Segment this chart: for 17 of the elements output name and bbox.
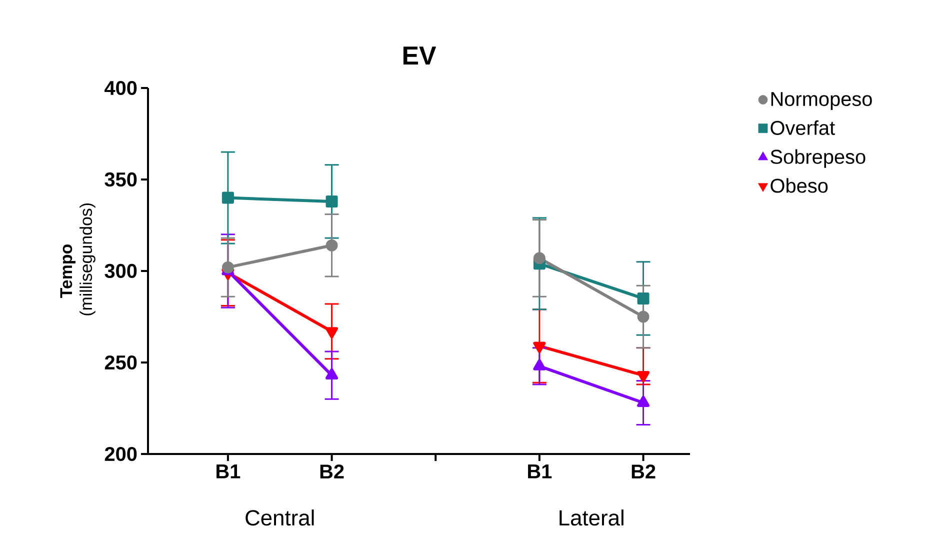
x-tick-label: B1	[528, 464, 552, 478]
legend-label: Overfat	[770, 120, 835, 135]
y-tick-label: 300	[104, 264, 137, 278]
x-tick-label: B1	[216, 464, 240, 478]
text: Central	[246, 510, 314, 526]
legend-label: Obeso	[770, 178, 828, 193]
legend-label: Normopeso	[771, 92, 872, 110]
y-tick-label: 250	[104, 355, 137, 370]
chart-title: EV	[403, 46, 436, 64]
y-axis-title: Tempo (millisegundos)	[60, 204, 96, 316]
x-tick-label: B2	[632, 464, 656, 478]
legend-label: Sobrepeso	[770, 149, 866, 168]
x-tick-label: B2	[320, 464, 344, 478]
y-tick-label: 400	[104, 80, 137, 96]
y-tick-label: 200	[104, 446, 137, 462]
text: Lateral	[560, 510, 624, 526]
y-tick-label: 350	[104, 172, 137, 187]
